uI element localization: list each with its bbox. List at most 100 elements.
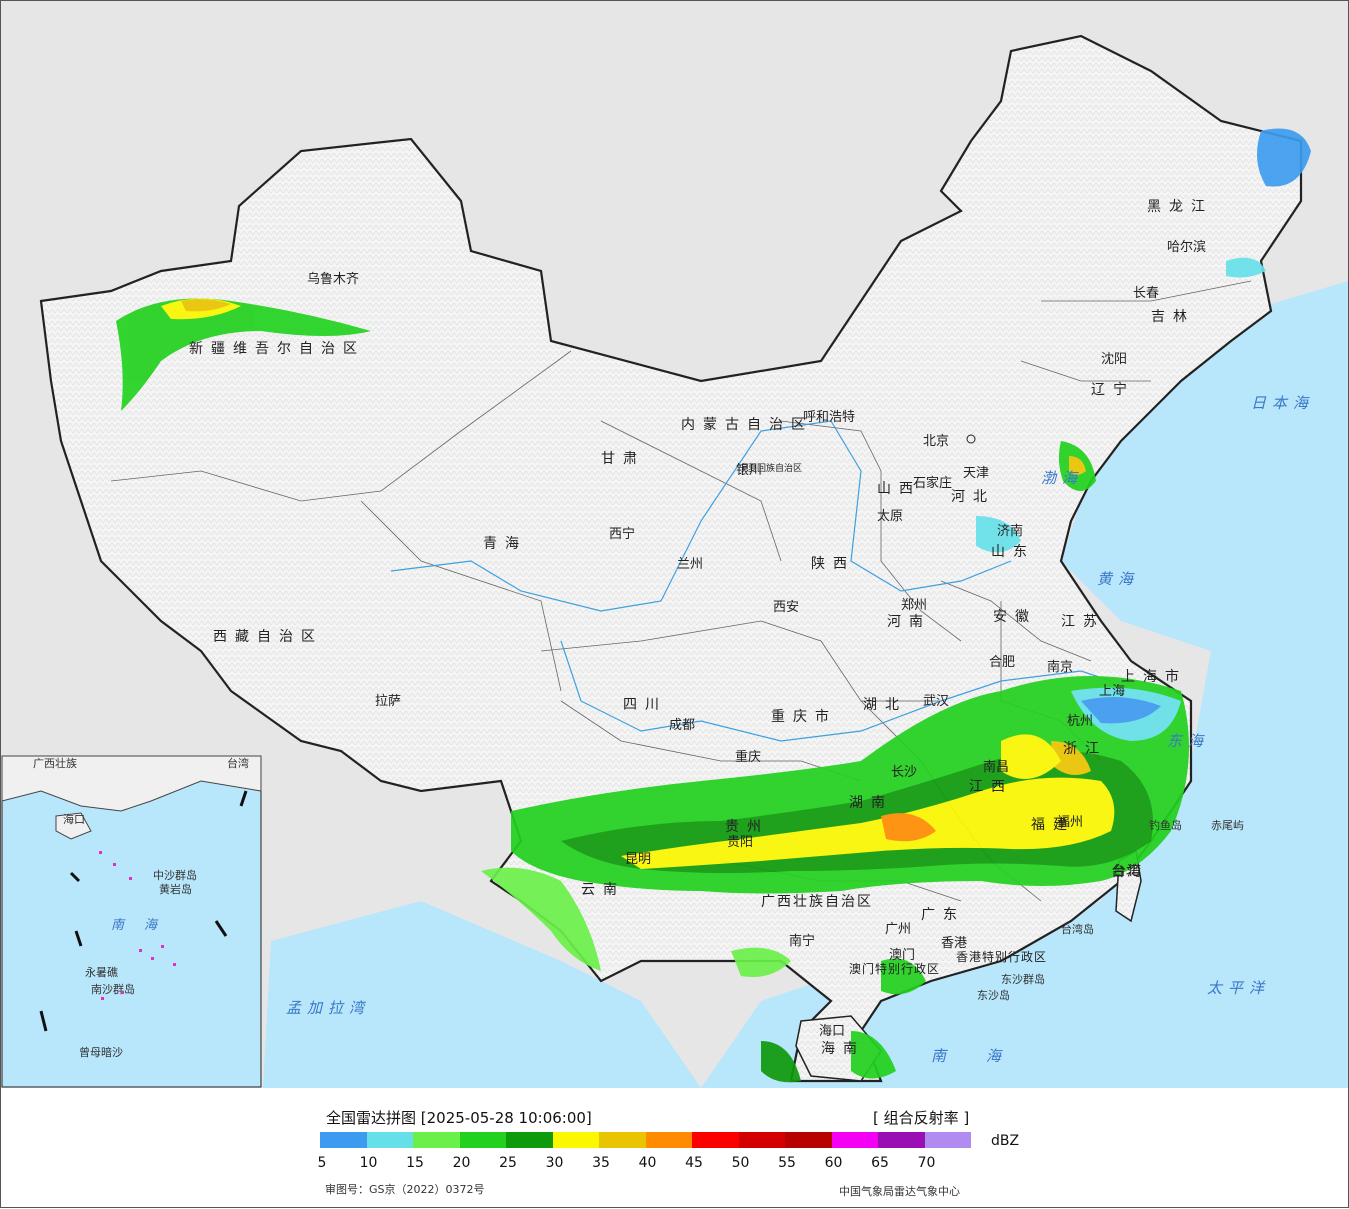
color-swatch bbox=[831, 1132, 878, 1148]
city-label: 兰州 bbox=[677, 557, 703, 572]
city-label: 成都 bbox=[669, 718, 695, 733]
city-label: 海口 bbox=[819, 1024, 845, 1039]
inset-label: 黄岩岛 bbox=[159, 882, 192, 896]
city-label: 乌鲁木齐 bbox=[307, 271, 359, 287]
province-label: 海南 bbox=[821, 1041, 865, 1057]
sea-label: 黄海 bbox=[1097, 570, 1139, 588]
city-label: 上海 bbox=[1099, 684, 1125, 699]
city-label: 济南 bbox=[997, 523, 1023, 539]
scale-tick-label: 35 bbox=[592, 1155, 610, 1171]
scale-tick-label: 50 bbox=[731, 1155, 750, 1171]
scale-tick-label: 70 bbox=[917, 1155, 936, 1171]
scale-tick-label: 60 bbox=[824, 1155, 843, 1171]
color-swatch bbox=[506, 1132, 553, 1148]
province-label: 吉林 bbox=[1151, 309, 1195, 325]
province-label: 黑龙江 bbox=[1147, 199, 1213, 215]
sea-label: 太平洋 bbox=[1207, 979, 1270, 997]
city-label: 南宁 bbox=[789, 933, 815, 949]
province-label: 江西 bbox=[969, 779, 1013, 795]
city-label: 西安 bbox=[773, 600, 799, 615]
inset-label: 曾母暗沙 bbox=[79, 1045, 123, 1059]
province-label: 四川 bbox=[623, 697, 667, 713]
sea-label: 孟加拉湾 bbox=[286, 999, 370, 1017]
province-labels: 新疆维吾尔自治区 西藏自治区 青海 甘肃 内蒙古自治区 黑龙江 吉林 辽宁 河北… bbox=[189, 199, 1213, 1057]
province-label: 广东 bbox=[921, 907, 965, 923]
province-label: 西藏自治区 bbox=[213, 629, 323, 645]
province-label: 湖南 bbox=[849, 795, 893, 811]
city-label: 南昌 bbox=[983, 759, 1009, 775]
scale-tick-label: 20 bbox=[452, 1155, 471, 1171]
province-label: 江苏 bbox=[1061, 614, 1105, 630]
province-label: 台湾 bbox=[1111, 863, 1143, 880]
inset-label: 南海 bbox=[111, 918, 177, 933]
province-label: 甘肃 bbox=[601, 451, 645, 467]
province-label: 重庆市 bbox=[771, 708, 837, 725]
province-label: 澳门特别行政区 bbox=[849, 961, 940, 976]
province-label: 福建 bbox=[1031, 817, 1075, 833]
scale-tick-label: 55 bbox=[778, 1155, 796, 1171]
inset-label: 南沙群岛 bbox=[91, 982, 135, 996]
sea-label: 日本海 bbox=[1251, 394, 1314, 412]
scale-tick-label: 10 bbox=[359, 1155, 378, 1171]
scale-tick-label: 40 bbox=[638, 1155, 657, 1171]
scale-tick-label: 45 bbox=[685, 1155, 703, 1171]
province-label: 上海市 bbox=[1121, 668, 1187, 685]
province-label: 香港特别行政区 bbox=[956, 949, 1047, 964]
city-label: 石家庄 bbox=[913, 475, 952, 491]
city-label: 武汉 bbox=[923, 694, 949, 709]
scale-tick-label: 25 bbox=[499, 1155, 517, 1171]
city-label: 杭州 bbox=[1067, 714, 1093, 729]
province-label: 湖北 bbox=[863, 697, 907, 713]
province-label: 河南 bbox=[887, 614, 931, 630]
city-label: 西宁 bbox=[609, 526, 635, 542]
city-label: 合肥 bbox=[989, 655, 1015, 670]
color-swatch bbox=[366, 1132, 413, 1148]
color-swatch bbox=[738, 1132, 785, 1148]
city-label: 南京 bbox=[1047, 659, 1073, 675]
city-label: 广州 bbox=[885, 922, 911, 937]
city-label: 沈阳 bbox=[1101, 352, 1127, 367]
inset-label: 海口 bbox=[63, 812, 85, 826]
city-label: 香港 bbox=[941, 936, 967, 951]
city-label: 台北 bbox=[1113, 864, 1139, 879]
province-label: 广西壮族自治区 bbox=[761, 894, 873, 910]
city-label: 澳门 bbox=[889, 947, 915, 963]
capital-marker bbox=[966, 434, 976, 444]
island-label: 钓鱼岛 bbox=[1149, 818, 1182, 832]
city-labels: 乌鲁木齐 拉萨 西宁 兰州 银川 呼和浩特 西安 成都 重庆 贵阳 昆明 南宁 … bbox=[307, 239, 1206, 1039]
province-label: 内蒙古自治区 bbox=[681, 417, 813, 433]
color-swatch bbox=[692, 1132, 739, 1148]
scale-tick-label: 30 bbox=[545, 1155, 564, 1171]
island-label: 赤尾屿 bbox=[1211, 819, 1244, 832]
sea-label: 渤海 bbox=[1041, 469, 1083, 487]
inset-label: 广西壮族 bbox=[33, 756, 77, 770]
island-label: 东沙群岛 bbox=[1001, 972, 1045, 986]
radar-echoes bbox=[116, 128, 1311, 1083]
sea-label: 南海 bbox=[931, 1047, 1041, 1065]
color-swatch bbox=[645, 1132, 692, 1148]
color-swatch bbox=[599, 1132, 646, 1148]
unit-label: dBZ bbox=[991, 1133, 1020, 1149]
city-label: 拉萨 bbox=[375, 694, 401, 709]
color-swatch bbox=[878, 1132, 925, 1148]
south-china-sea-inset: 南海 中沙群岛 黄岩岛 永暑礁 南沙群岛 曾母暗沙 海口 广西壮族 台湾 bbox=[1, 755, 262, 1088]
legend: 全国雷达拼图 [2025-05-28 10:06:00] [ 组合反射率 ] d… bbox=[1, 1089, 1349, 1209]
city-label: 长春 bbox=[1133, 286, 1159, 301]
color-swatch bbox=[320, 1132, 367, 1148]
island-label: 东沙岛 bbox=[977, 988, 1010, 1002]
color-swatch bbox=[459, 1132, 506, 1148]
city-label: 昆明 bbox=[625, 852, 651, 867]
scale-tick-label: 15 bbox=[406, 1155, 424, 1171]
city-label: 北京 bbox=[923, 434, 949, 449]
city-label: 太原 bbox=[877, 509, 903, 524]
sea-label: 东海 bbox=[1167, 732, 1209, 750]
province-label: 宁夏回族自治区 bbox=[739, 462, 802, 474]
credit: 中国气象局雷达气象中心 bbox=[839, 1185, 960, 1198]
legend-title: 全国雷达拼图 [2025-05-28 10:06:00] bbox=[326, 1109, 592, 1127]
scale-tick-label: 5 bbox=[317, 1155, 327, 1171]
color-swatch bbox=[552, 1132, 599, 1148]
city-label: 重庆 bbox=[735, 749, 761, 765]
province-label: 云南 bbox=[581, 882, 625, 898]
color-swatch bbox=[413, 1132, 460, 1148]
